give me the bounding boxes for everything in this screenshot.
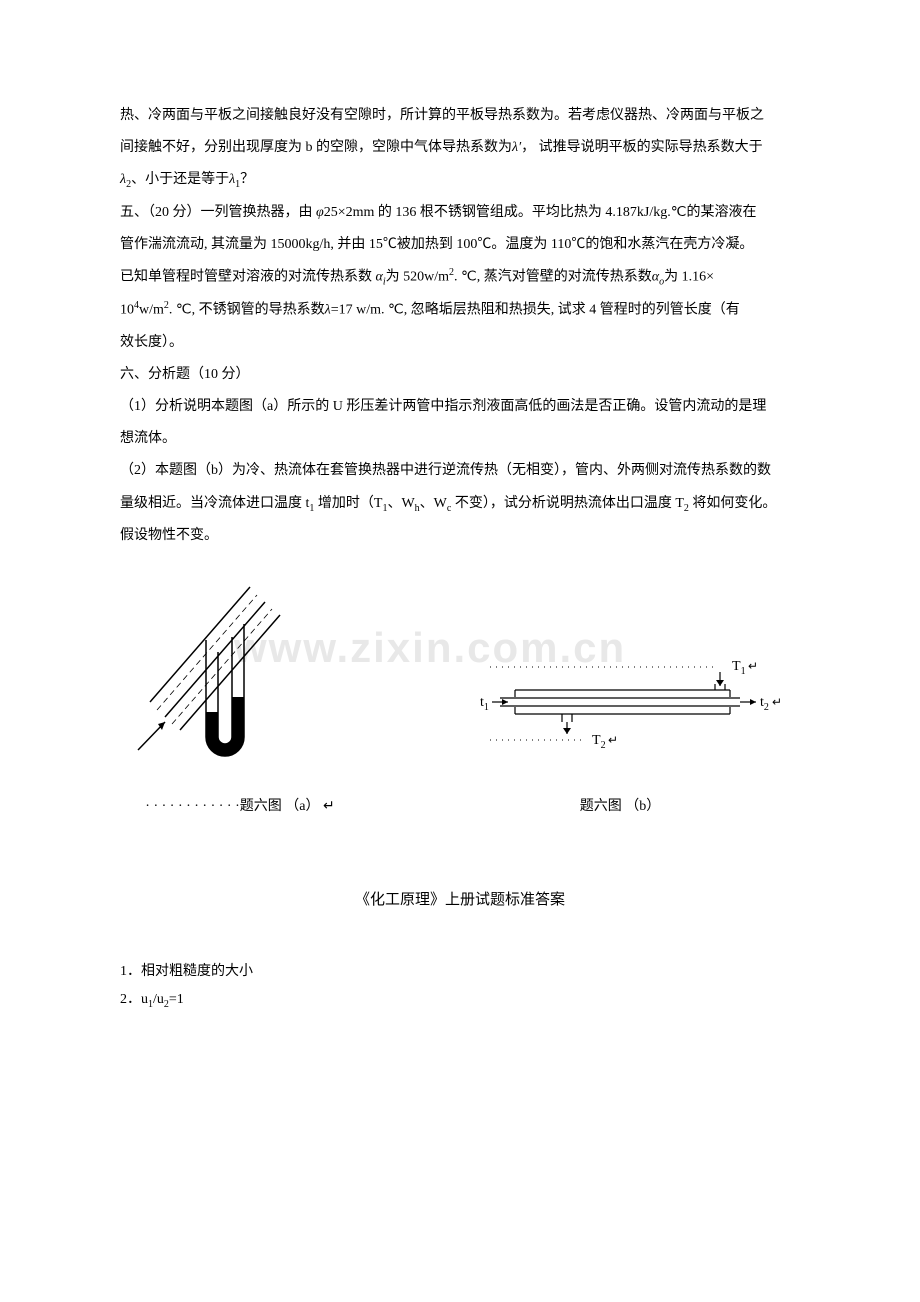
question-5-line5: 效长度）。: [120, 327, 800, 359]
question-6-2b: 量级相近。当冷流体进口温度 t1 增加时（T1、Wh、Wc 不变），试分析说明热…: [120, 488, 800, 520]
page-content: 热、冷两面与平板之间接触良好没有空隙时，所计算的平板导热系数为。若考虑仪器热、冷…: [120, 100, 800, 1015]
text: 间接触不好，分别出现厚度为 b 的空隙，空隙中气体导热系数为: [120, 140, 512, 155]
question-6-1a: （1）分析说明本题图（a）所示的 U 形压差计两管中指示剂液面高低的画法是否正确…: [120, 391, 800, 423]
text: 不变），试分析说明热流体出口温度 T: [451, 496, 684, 511]
text: 已知单管程时管壁对溶液的对流传热系数: [120, 270, 376, 285]
text: 10: [120, 302, 134, 317]
phi-symbol: φ: [316, 205, 324, 220]
text: 为 1.16×: [664, 270, 714, 285]
text: . ℃, 不锈钢管的导热系数: [169, 302, 325, 317]
text: ， 试推导说明平板的实际导热系数大于: [521, 140, 763, 155]
question-5-line3: 已知单管程时管壁对溶液的对流传热系数 αi为 520w/m2. ℃, 蒸汽对管壁…: [120, 261, 800, 294]
svg-text:↵: ↵: [748, 659, 758, 673]
question-6-title: 六、分析题（10 分）: [120, 359, 800, 391]
question-6-2c: 假设物性不变。: [120, 520, 800, 552]
lambda-prime-symbol: λ′: [512, 140, 521, 155]
text: 25×2mm 的 136 根不锈钢管组成。平均比热为 4.187kJ/kg.℃的…: [324, 205, 757, 220]
text: w/m: [139, 302, 164, 317]
figure-a-container: · · · · · · · · · · · ·题六图 （a） ↵: [120, 562, 360, 823]
alpha-i-symbol: α: [376, 270, 383, 285]
text: 五、（20 分）一列管换热器，由: [120, 205, 316, 220]
question-5-line2: 管作湍流流动, 其流量为 15000kg/h, 并由 15℃被加热到 100℃。…: [120, 229, 800, 261]
svg-text:↵: ↵: [772, 695, 780, 709]
text: 为 520w/m: [386, 270, 449, 285]
label-t2: t2: [760, 695, 769, 713]
text: =1: [169, 992, 184, 1007]
figure-b-svg: T1 ↵: [440, 642, 780, 772]
question-5-line1: 五、（20 分）一列管换热器，由 φ25×2mm 的 136 根不锈钢管组成。平…: [120, 197, 800, 229]
text: 、W: [387, 496, 414, 511]
text: 2．u: [120, 992, 148, 1007]
text: 将如何变化。: [689, 496, 777, 511]
text: =17 w/m. ℃, 忽略垢层热阻和热损失, 试求 4 管程时的列管长度（有: [331, 302, 740, 317]
svg-text:↵: ↵: [608, 733, 618, 747]
text: 增加时（T: [314, 496, 382, 511]
answer-1: 1．相对粗糙度的大小: [120, 958, 800, 986]
text: ？: [240, 172, 254, 187]
paragraph-1: 热、冷两面与平板之间接触良好没有空隙时，所计算的平板导热系数为。若考虑仪器热、冷…: [120, 100, 800, 132]
figure-b-caption: 题六图 （b）: [440, 791, 800, 823]
figure-a-svg: [120, 562, 320, 772]
figure-b-container: T1 ↵: [440, 642, 800, 823]
question-6-1b: 想流体。: [120, 423, 800, 455]
text: . ℃, 蒸汽对管壁的对流传热系数: [454, 270, 652, 285]
paragraph-2: 间接触不好，分别出现厚度为 b 的空隙，空隙中气体导热系数为λ′， 试推导说明平…: [120, 132, 800, 164]
label-t1: t1: [480, 695, 489, 713]
answer-title: 《化工原理》上册试题标准答案: [120, 883, 800, 918]
label-T2: T2: [592, 733, 606, 751]
paragraph-3: λ2、小于还是等于λ1？: [120, 164, 800, 196]
question-6-2a: （2）本题图（b）为冷、热流体在套管换热器中进行逆流传热（无相变），管内、外两侧…: [120, 455, 800, 487]
text: 量级相近。当冷流体进口温度 t: [120, 496, 309, 511]
text: 、W: [420, 496, 447, 511]
text: /u: [153, 992, 164, 1007]
figure-a-caption: · · · · · · · · · · · ·题六图 （a） ↵: [120, 791, 360, 823]
text: 、小于还是等于: [131, 172, 229, 187]
question-5-line4: 104w/m2. ℃, 不锈钢管的导热系数λ=17 w/m. ℃, 忽略垢层热阻…: [120, 294, 800, 327]
label-T1: T1: [732, 659, 746, 677]
caption-dots: · · · · · · · · · · · ·: [145, 799, 239, 814]
figures-row: · · · · · · · · · · · ·题六图 （a） ↵ T1 ↵: [120, 562, 800, 823]
answer-2: 2．u1/u2=1: [120, 986, 800, 1015]
caption-text: 题六图 （a）: [240, 799, 320, 814]
